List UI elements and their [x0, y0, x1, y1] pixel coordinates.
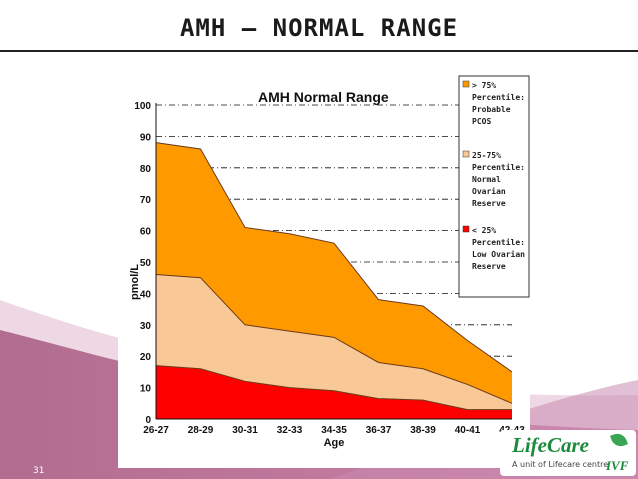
- slide-title: AMH – NORMAL RANGE: [179, 14, 459, 42]
- y-tick-label-0: 0: [145, 415, 151, 426]
- legend-text-2-3: Reserve: [472, 262, 506, 271]
- slide-number: 31: [33, 466, 45, 476]
- legend-text-1-0: 25-75%: [472, 151, 501, 160]
- chart-frame: AMH Normal Range 0 10 20 30 40 50 60 70 80 90 100 26…: [118, 62, 530, 468]
- logo-tagline: A unit of Lifecare centre: [512, 460, 609, 469]
- y-tick-label-100: 100: [134, 101, 151, 112]
- legend-text-0-0: > 75%: [472, 81, 496, 90]
- x-tick-label-6: 38-39: [410, 425, 436, 436]
- legend-swatch-2: [462, 225, 470, 233]
- y-tick-label-10: 10: [140, 384, 152, 395]
- series-line-2: [155, 365, 512, 411]
- x-tick-label-7: 40-41: [455, 425, 481, 436]
- series-line-0: [155, 142, 513, 373]
- series-line-1: [155, 274, 513, 404]
- x-tick-label-1: 28-29: [188, 425, 214, 436]
- chart-title: AMH Normal Range: [258, 89, 389, 105]
- legend-box: [458, 75, 530, 298]
- y-tick-label-30: 30: [140, 321, 152, 332]
- legend-text-1-3: Ovarian: [472, 186, 506, 196]
- logo-name: LifeCare: [512, 433, 589, 457]
- legend-text-2-1: Percentile:: [472, 237, 525, 247]
- y-tick-label-90: 90: [140, 132, 152, 143]
- y-tick-label-80: 80: [140, 164, 152, 175]
- x-tick-label-4: 34-35: [321, 425, 347, 436]
- x-tick-label-2: 30-31: [232, 425, 258, 436]
- legend-text-1-4: Reserve: [472, 199, 506, 208]
- x-axis-title: Age: [324, 437, 345, 449]
- legend-text-0-2: Probable: [472, 105, 511, 114]
- legend-text-0-1: Percentile:: [472, 92, 525, 102]
- amh-area-chart: AMH Normal Range 0 10 20 30 40 50 60 70 80 90 100 26…: [129, 75, 530, 449]
- legend-text-1-1: Percentile:: [472, 162, 525, 172]
- y-tick-label-40: 40: [140, 289, 152, 300]
- legend-text-1-2: Normal: [472, 175, 501, 184]
- y-tick-label-50: 50: [140, 258, 152, 269]
- area-series-2: [156, 365, 512, 419]
- y-axis-title: pmol/L: [129, 264, 141, 300]
- title-divider: [0, 50, 638, 52]
- legend-swatch-0: [462, 80, 470, 88]
- x-tick-label-5: 36-37: [366, 425, 392, 436]
- x-tick-label-3: 32-33: [277, 425, 303, 436]
- legend-swatch-1: [462, 150, 470, 158]
- y-tick-label-60: 60: [140, 227, 152, 238]
- x-tick-label-0: 26-27: [143, 425, 169, 436]
- y-tick-label-20: 20: [140, 352, 152, 363]
- legend-text-2-2: Low Ovarian: [472, 249, 525, 259]
- legend-text-2-0: < 25%: [472, 226, 496, 235]
- legend-text-0-3: PCOS: [472, 117, 491, 126]
- logo-ivf: IVF: [606, 458, 629, 473]
- y-tick-label-70: 70: [140, 195, 152, 206]
